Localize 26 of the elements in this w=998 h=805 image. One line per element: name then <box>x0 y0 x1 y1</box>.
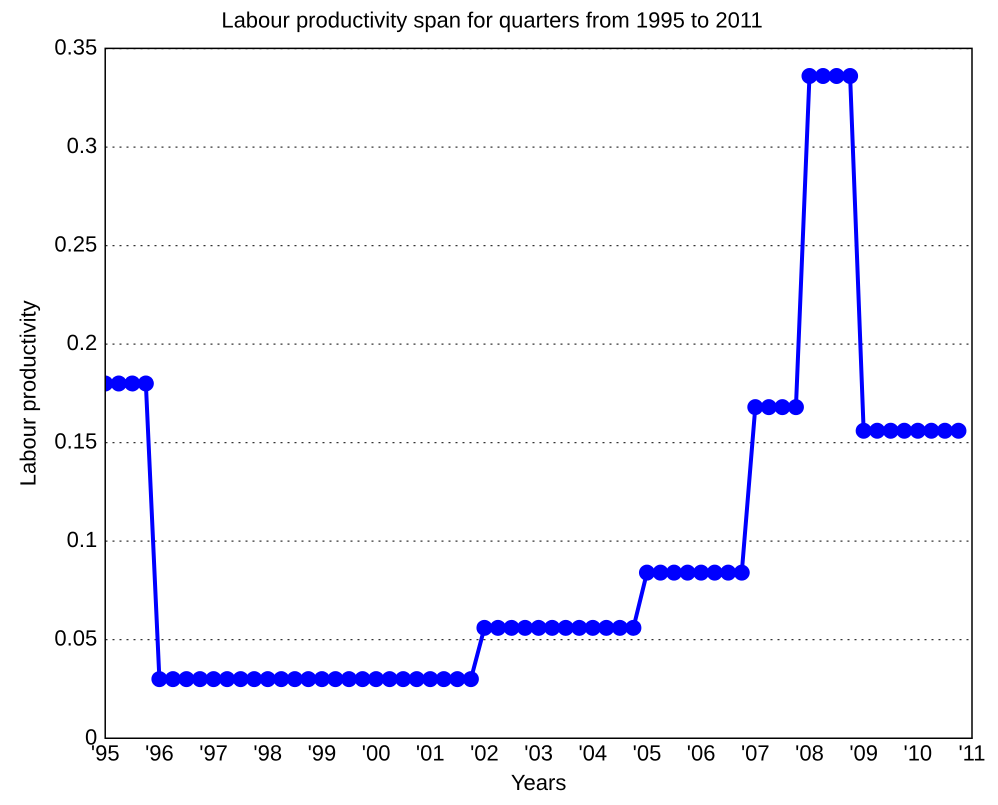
chart-title: Labour productivity span for quarters from 1995 to 2011 <box>221 7 763 32</box>
x-tick-label: '03 <box>524 740 553 766</box>
x-tick-label: '96 <box>145 740 174 766</box>
x-tick-label: '06 <box>686 740 716 766</box>
x-tick-label: '98 <box>253 740 282 766</box>
y-tick-label: 0.15 <box>54 428 98 454</box>
x-tick-label: '09 <box>849 740 878 766</box>
x-tick-label: '10 <box>903 740 932 766</box>
y-tick-label: 0.3 <box>66 133 98 158</box>
x-tick-label: '02 <box>470 740 499 766</box>
x-tick-label: '08 <box>795 740 824 766</box>
x-tick-label: '97 <box>199 740 228 766</box>
x-tick-label: '11 <box>958 740 986 766</box>
y-tick-label: 0.25 <box>54 232 98 257</box>
x-tick-label: '01 <box>416 740 445 766</box>
y-tick-label: 0.2 <box>66 330 98 356</box>
y-tick-label: 0.35 <box>54 34 98 60</box>
x-tick-label: '05 <box>632 740 662 766</box>
x-axis-title: Years <box>510 770 566 795</box>
x-tick-label: '04 <box>578 740 608 766</box>
x-tick-label: '00 <box>362 740 390 766</box>
x-tick-label: '07 <box>740 740 770 766</box>
y-tick-label: 0.05 <box>54 626 98 651</box>
x-tick-label: '99 <box>308 740 336 766</box>
y-tick-label: 0.1 <box>66 527 98 552</box>
y-axis-title: Labour productivity <box>15 300 40 486</box>
